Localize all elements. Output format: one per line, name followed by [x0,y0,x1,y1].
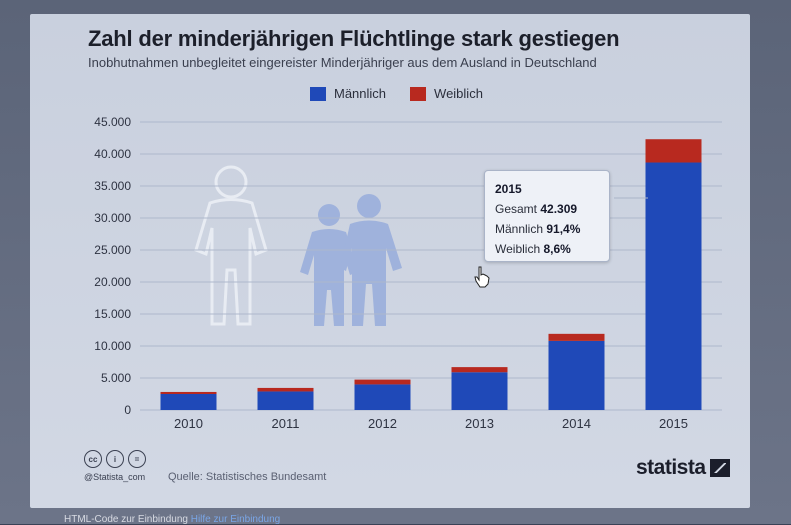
x-tick-label: 2012 [368,416,397,431]
y-tick-label: 45.000 [94,115,131,129]
bar-maennlich-2010[interactable] [160,394,217,410]
bar-weiblich-2012[interactable] [354,379,411,385]
chart-bars [160,139,702,410]
adult-person-icon [340,194,402,326]
x-tick-label: 2010 [174,416,203,431]
legend-label-weiblich: Weiblich [434,86,483,101]
nd-icon: = [128,450,146,468]
chart-title: Zahl der minderjährigen Flüchtlinge star… [88,26,620,51]
chart-gridlines [140,121,722,411]
y-axis: 0 5.000 10.000 15.000 20.000 25.000 30.000 35.0… [94,115,131,417]
bar-weiblich-2011[interactable] [257,387,314,392]
y-tick-label: 15.000 [94,307,131,321]
legend-item-maennlich: Männlich [310,86,386,101]
x-tick-label: 2011 [272,416,300,431]
legend-swatch-weiblich [410,86,427,101]
bar-weiblich-2010[interactable] [160,391,217,394]
y-tick-label: 5.000 [101,371,131,385]
bar-weiblich-2013[interactable] [451,367,508,373]
tooltip-row-gesamt: Gesamt 42.309 [495,202,578,216]
y-tick-label: 35.000 [94,179,131,193]
child-person-icon [300,204,358,326]
hand-cursor-icon [474,266,490,288]
embed-code-label: HTML-Code zur Einbindung [64,514,188,525]
statista-logo: statista [636,456,730,480]
x-tick-label: 2013 [465,416,494,431]
outline-person-icon [194,165,268,326]
y-tick-label: 10.000 [94,339,131,353]
tooltip-row-maennlich: Männlich 91,4% [495,222,581,236]
bar-maennlich-2012[interactable] [354,384,411,410]
statista-mark-icon [709,459,730,477]
chart-subtitle: Inobhutnahmen unbegleitet eingereister M… [88,55,597,70]
x-tick-label: 2014 [562,416,591,431]
legend-item-weiblich: Weiblich [410,86,483,101]
brand-name: statista [636,456,706,479]
y-tick-label: 20.000 [94,275,131,289]
source-note: Quelle: Statistisches Bundesamt [168,471,327,483]
y-tick-label: 0 [124,403,131,417]
tooltip-year: 2015 [495,182,522,196]
tooltip-row-weiblich: Weiblich 8,6% [495,242,571,256]
embed-bar: HTML-Code zur Einbindung Hilfe zur Einbi… [64,514,280,525]
embed-help-link[interactable]: Hilfe zur Einbindung [190,514,281,525]
legend-label-maennlich: Männlich [334,86,387,101]
chart-legend: Männlich Weiblich [310,86,483,101]
refugee-illustration [194,165,402,326]
by-icon: i [106,450,124,468]
x-axis: 2010 2011 2012 2013 2014 2015 [174,416,688,431]
bar-maennlich-2015[interactable] [645,162,702,410]
bar-weiblich-2014[interactable] [548,333,605,341]
cc-icon: cc [84,450,102,468]
y-tick-label: 30.000 [94,211,131,225]
x-tick-label: 2015 [659,416,688,431]
bar-maennlich-2014[interactable] [548,340,605,410]
bar-maennlich-2013[interactable] [451,372,508,410]
y-tick-label: 40.000 [94,147,131,161]
statista-handle: @Statista_com [84,472,146,482]
y-tick-label: 25.000 [94,243,131,257]
license-icons: cc i = [84,450,146,468]
bar-maennlich-2011[interactable] [257,391,314,410]
tooltip-2015: 2015 Gesamt 42.309 Männlich 91,4% Weibli… [484,170,610,262]
bar-weiblich-2015[interactable] [645,139,702,163]
legend-swatch-maennlich [310,86,326,101]
